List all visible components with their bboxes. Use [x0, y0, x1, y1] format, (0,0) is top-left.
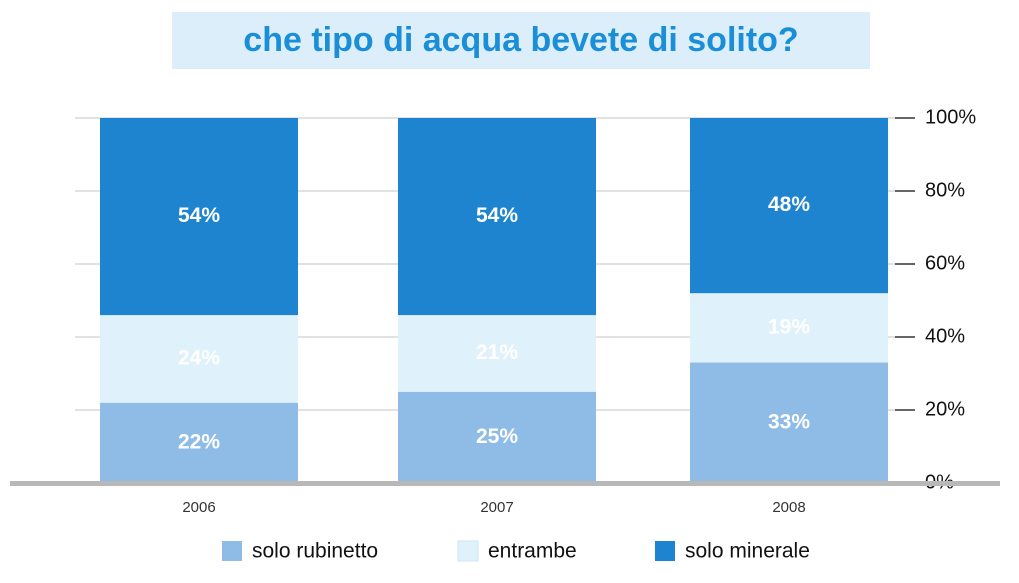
legend-label: entrambe: [488, 540, 577, 563]
legend-swatch: [655, 541, 675, 561]
legend-swatch: [222, 541, 242, 561]
bar-segment: [690, 362, 888, 483]
y-tick-label: 80%: [925, 179, 965, 201]
chart-title: che tipo di acqua bevete di solito?: [243, 21, 798, 59]
bar-segment: [100, 118, 298, 316]
data-label: 24%: [178, 346, 220, 369]
data-label: 21%: [476, 341, 518, 364]
legend-label: solo rubinetto: [252, 540, 378, 563]
data-label: 54%: [476, 204, 518, 227]
data-label: 25%: [476, 425, 518, 448]
title-box: [172, 12, 870, 69]
data-label: 48%: [768, 193, 810, 216]
x-tick-label: 2006: [182, 499, 215, 516]
x-tick-label: 2008: [772, 499, 805, 516]
bar-segment: [398, 315, 596, 392]
legend-swatch: [457, 540, 479, 562]
y-tick-label: 40%: [925, 325, 965, 347]
data-label: 54%: [178, 204, 220, 227]
y-tick-label: 20%: [925, 398, 965, 420]
bar-segment: [100, 315, 298, 403]
legend-label: solo minerale: [685, 540, 810, 563]
data-label: 22%: [178, 430, 220, 453]
bar-segment: [398, 391, 596, 483]
bar-segment: [690, 293, 888, 363]
baseline: [10, 481, 1000, 486]
data-label: 19%: [768, 315, 810, 338]
y-tick-label: 60%: [925, 252, 965, 274]
y-tick-label: 100%: [925, 106, 976, 128]
data-label: 33%: [768, 410, 810, 433]
x-tick-label: 2007: [480, 499, 513, 516]
bar-segment: [100, 402, 298, 483]
bar-segment: [398, 118, 596, 316]
bar-segment: [690, 118, 888, 294]
